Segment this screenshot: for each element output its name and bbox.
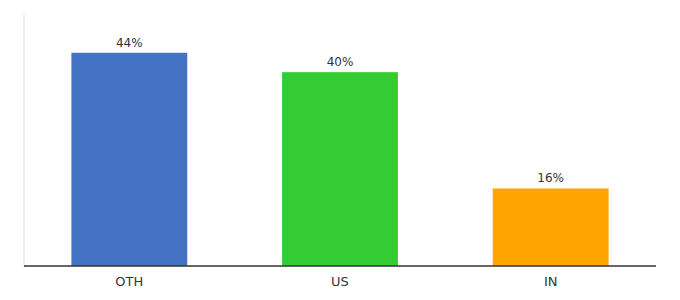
data-label: 44% xyxy=(116,36,143,50)
bars xyxy=(71,53,608,266)
data-label: 40% xyxy=(327,55,354,69)
bar xyxy=(71,53,187,266)
x-ticks: OTH US IN xyxy=(115,274,557,289)
x-axis-line xyxy=(24,265,656,267)
chart-svg: 44% 40% 16% OTH US IN xyxy=(0,0,680,300)
data-labels: 44% 40% 16% xyxy=(116,36,564,186)
chart-container: 44% 40% 16% OTH US IN xyxy=(0,0,680,300)
bar xyxy=(493,188,609,266)
x-tick-label: IN xyxy=(544,274,558,289)
x-tick-label: OTH xyxy=(115,274,143,289)
data-label: 16% xyxy=(537,171,564,185)
x-tick-label: US xyxy=(331,274,349,289)
y-axis-line xyxy=(24,14,25,266)
bar xyxy=(282,72,398,266)
